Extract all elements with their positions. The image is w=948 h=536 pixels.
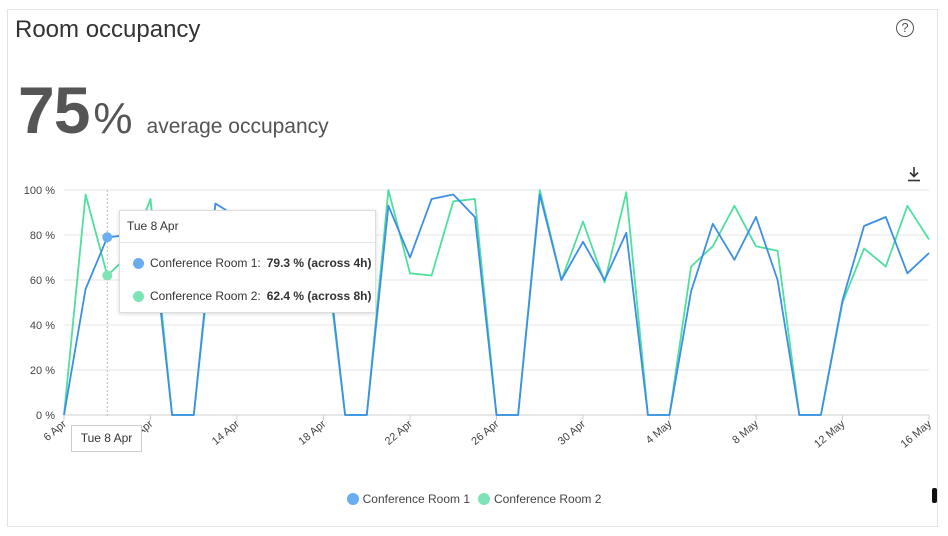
legend-dot-icon (346, 493, 359, 505)
x-tick-label: 8 May (730, 418, 761, 447)
tooltip-row-room1: Conference Room 1: 79.3 % (across 4h) (133, 256, 371, 270)
hover-point (102, 232, 113, 243)
y-tick-label: 60 % (30, 275, 55, 287)
tooltip-row-room2: Conference Room 2: 62.4 % (across 8h) (133, 289, 371, 303)
chart-tooltip: Tue 8 Apr Conference Room 1: 79.3 % (acr… (119, 210, 376, 313)
tooltip-row-value: 62.4 % (across 8h) (266, 289, 372, 303)
x-axis-tooltip: Tue 8 Apr (71, 425, 142, 452)
summary-caption: average occupancy (146, 115, 329, 138)
tooltip-row-value: 79.3 % (across 4h) (266, 256, 372, 270)
x-tick-label: 12 May (812, 418, 848, 451)
x-tick-label: 14 Apr (210, 418, 242, 448)
legend-label: Conference Room 2 (494, 492, 602, 506)
room1-marker-icon (133, 257, 144, 269)
legend-item-room1[interactable]: Conference Room 1 (346, 492, 470, 506)
help-icon[interactable]: ? (896, 19, 914, 37)
y-tick-label: 0 % (36, 410, 55, 422)
y-tick-label: 40 % (30, 320, 55, 332)
y-tick-label: 20 % (30, 365, 55, 377)
x-tick-label: 4 May (644, 418, 675, 447)
x-tick-label: 22 Apr (383, 418, 415, 448)
legend-label: Conference Room 1 (362, 492, 470, 506)
y-tick-label: 100 % (24, 185, 55, 197)
summary-value: 75 (18, 73, 90, 147)
legend-dot-icon (478, 493, 490, 505)
tooltip-row-label: Conference Room 1: (150, 256, 261, 270)
x-tick-label: 26 Apr (469, 418, 501, 448)
y-tick-label: 80 % (30, 230, 55, 242)
hover-point (102, 270, 113, 281)
chart-legend: Conference Room 1 Conference Room 2 (0, 492, 948, 506)
legend-item-room2[interactable]: Conference Room 2 (478, 492, 601, 506)
x-tick-label: 16 May (899, 418, 935, 451)
summary-unit: % (93, 94, 133, 143)
summary: 75 % average occupancy (18, 72, 329, 148)
card-title: Room occupancy (15, 16, 201, 43)
tooltip-row-label: Conference Room 2: (150, 289, 261, 303)
x-tick-label: 18 Apr (296, 418, 328, 448)
tooltip-header: Tue 8 Apr (120, 211, 375, 243)
room2-marker-icon (133, 290, 144, 302)
download-icon[interactable] (906, 165, 922, 183)
x-tick-label: 30 Apr (556, 418, 588, 448)
scrollbar-thumb[interactable] (932, 488, 937, 503)
